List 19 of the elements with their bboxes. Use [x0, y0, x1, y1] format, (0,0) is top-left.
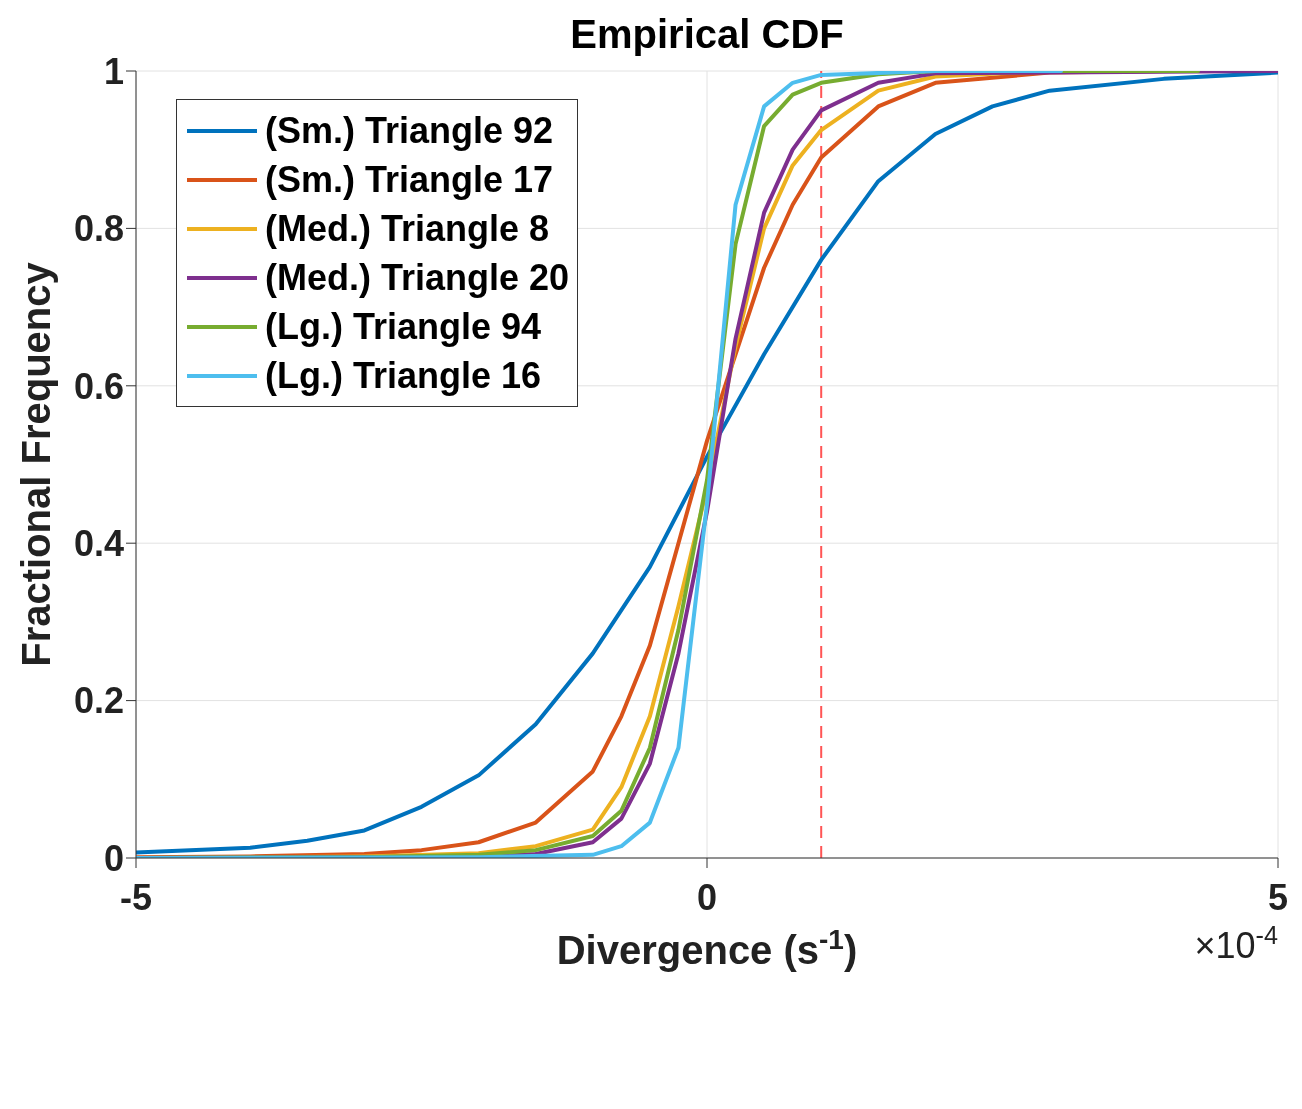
legend-label: (Lg.) Triangle 94: [265, 305, 542, 348]
legend-label: (Sm.) Triangle 92: [265, 109, 554, 152]
text: ×10$^{-4}$: [1194, 921, 1278, 966]
y-tick-label: 1: [103, 50, 124, 92]
chart-title: Empirical CDF: [569, 12, 845, 57]
x-tick-label: 5: [1267, 876, 1289, 918]
legend-label: (Sm.) Triangle 17: [265, 158, 554, 201]
y-tick-label: 0: [103, 837, 124, 879]
y-tick-label: 0.2: [73, 680, 124, 722]
x-tick-label: 0: [696, 876, 718, 918]
y-tick-label: 0.8: [73, 208, 124, 250]
legend-label: (Med.) Triangle 8: [265, 207, 550, 250]
legend-label: (Med.) Triangle 20: [265, 256, 570, 299]
legend-label: (Lg.) Triangle 16: [265, 354, 542, 397]
y-tick-label: 0.4: [73, 522, 124, 564]
y-tick-label: 0.6: [73, 365, 124, 407]
x-axis-title: Divergence (s$^{-1}$): [556, 923, 858, 972]
y-axis-title: Fractional Frequency: [14, 261, 58, 667]
x-tick-label: -5: [119, 876, 153, 918]
